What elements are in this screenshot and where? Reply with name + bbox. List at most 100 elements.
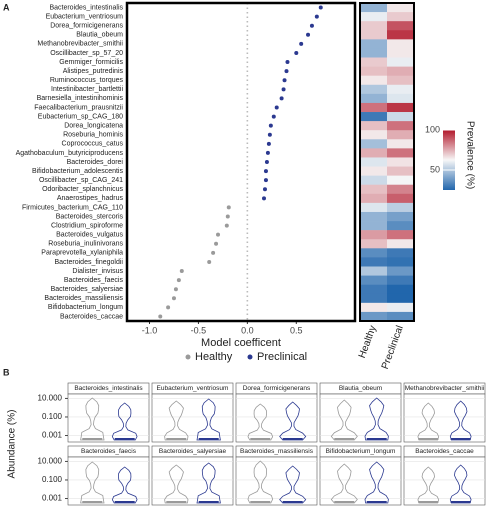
y-tick-label: 10.000 (38, 394, 63, 403)
legend-label: Preclinical (257, 351, 307, 363)
row-label: Agathobaculum_butyriciproducens (16, 150, 124, 157)
heat-cell (387, 57, 414, 67)
heat-cell (387, 193, 414, 204)
heat-cell (387, 266, 414, 276)
heat-cell (360, 121, 387, 131)
legend-marker (185, 354, 191, 360)
dot (264, 160, 269, 164)
facet-panel (67, 393, 150, 443)
heat-cell (387, 3, 414, 13)
dot (294, 50, 299, 55)
row-label: Firmicutes_bacterium_CAG_110 (22, 204, 123, 211)
heat-cell (360, 75, 387, 86)
row-label: Paraprevotella_xylaniphila (41, 250, 123, 257)
row-label: Methanobrevibacter_smithii (37, 41, 123, 48)
y-tick-label: 0.100 (42, 412, 63, 421)
facet-panel (403, 393, 486, 443)
dot (171, 296, 176, 301)
row-label: Bifidobacterium_longum (48, 304, 123, 311)
facet-title: Dorea_formicigenerans (243, 385, 311, 392)
dot (285, 60, 290, 65)
column-label: Healthy (357, 324, 379, 360)
heat-cell (387, 284, 414, 295)
heat-cell (360, 93, 387, 104)
heat-cell (360, 21, 387, 31)
facet-title: Bacteroides_faecis (81, 448, 137, 455)
heat-cell (387, 221, 414, 231)
heat-cell (387, 93, 414, 104)
heat-cell (387, 166, 414, 176)
heat-cell (360, 302, 387, 313)
facet-title: Eubacterium_ventriosum (157, 385, 229, 392)
heat-cell (387, 48, 414, 58)
heat-cell (387, 184, 414, 195)
heat-cell (360, 166, 387, 176)
heat-cell (360, 184, 387, 195)
heat-cell (387, 211, 414, 222)
heat-cell (360, 293, 387, 304)
row-label: Bacteroides_stercoris (56, 213, 124, 220)
dot (173, 287, 178, 292)
row-label: Ruminococcus_torques (50, 77, 124, 84)
dot (226, 205, 231, 210)
heat-cell (360, 130, 387, 140)
facet-panel (151, 393, 234, 443)
facet-panel (67, 456, 150, 506)
colorbar-title: Prevalence (%) (464, 121, 475, 189)
heat-cell (360, 84, 387, 95)
heat-cell (360, 275, 387, 285)
heat-cell (387, 175, 414, 186)
dot (279, 96, 284, 101)
heat-cell (387, 12, 414, 22)
row-label: Bacteroides_massiliensis (44, 295, 123, 302)
dot (216, 232, 221, 237)
y-axis-title: Abundance (%) (7, 410, 18, 479)
heat-cell (387, 230, 414, 240)
dot (271, 114, 276, 119)
dot (263, 178, 268, 183)
heat-cell (387, 157, 414, 167)
dot (309, 23, 314, 28)
row-label: Bifidobacterium_adolescentis (32, 168, 124, 175)
row-label: Intestinibacter_bartlettii (51, 86, 123, 93)
dot (176, 278, 181, 283)
x-tick-label: -1.0 (142, 325, 158, 335)
dot (266, 141, 271, 146)
row-label: Bacteroides_caccae (60, 313, 123, 320)
dot (262, 187, 267, 192)
heat-cell (387, 257, 414, 267)
dot (265, 150, 270, 155)
colorbar (443, 130, 455, 190)
heat-cell (360, 257, 387, 267)
dot (166, 305, 171, 310)
dot (158, 314, 163, 319)
row-label: Bacteroides_finegoldii (55, 259, 124, 266)
heat-cell (360, 12, 387, 22)
dot (263, 169, 268, 174)
heat-cell (387, 275, 414, 285)
heat-cell (360, 102, 387, 113)
heat-cell (387, 293, 414, 304)
column-label: Preclinical (380, 324, 406, 371)
row-label: Bacteroides_intestinalis (49, 4, 123, 11)
row-label: Eubacterium_sp_CAG_180 (38, 113, 123, 120)
heat-cell (360, 66, 387, 76)
heat-cell (387, 302, 414, 313)
heatmap-frame (359, 2, 415, 322)
legend-marker (247, 354, 253, 360)
heat-cell (360, 148, 387, 158)
dot (224, 223, 229, 228)
row-label: Roseburia_inulinivorans (48, 241, 123, 248)
facet-title: Bifidobacterium_longum (326, 448, 396, 455)
dot (214, 241, 219, 246)
heat-cell (387, 102, 414, 113)
row-label: Alistipes_putredinis (63, 68, 124, 75)
x-tick-label: -0.5 (191, 325, 207, 335)
heat-cell (387, 139, 414, 149)
heat-cell (387, 112, 414, 122)
heat-cell (360, 211, 387, 222)
dot (274, 105, 279, 110)
dot (318, 5, 323, 10)
